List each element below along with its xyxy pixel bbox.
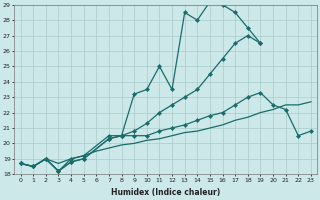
X-axis label: Humidex (Indice chaleur): Humidex (Indice chaleur) [111,188,220,197]
